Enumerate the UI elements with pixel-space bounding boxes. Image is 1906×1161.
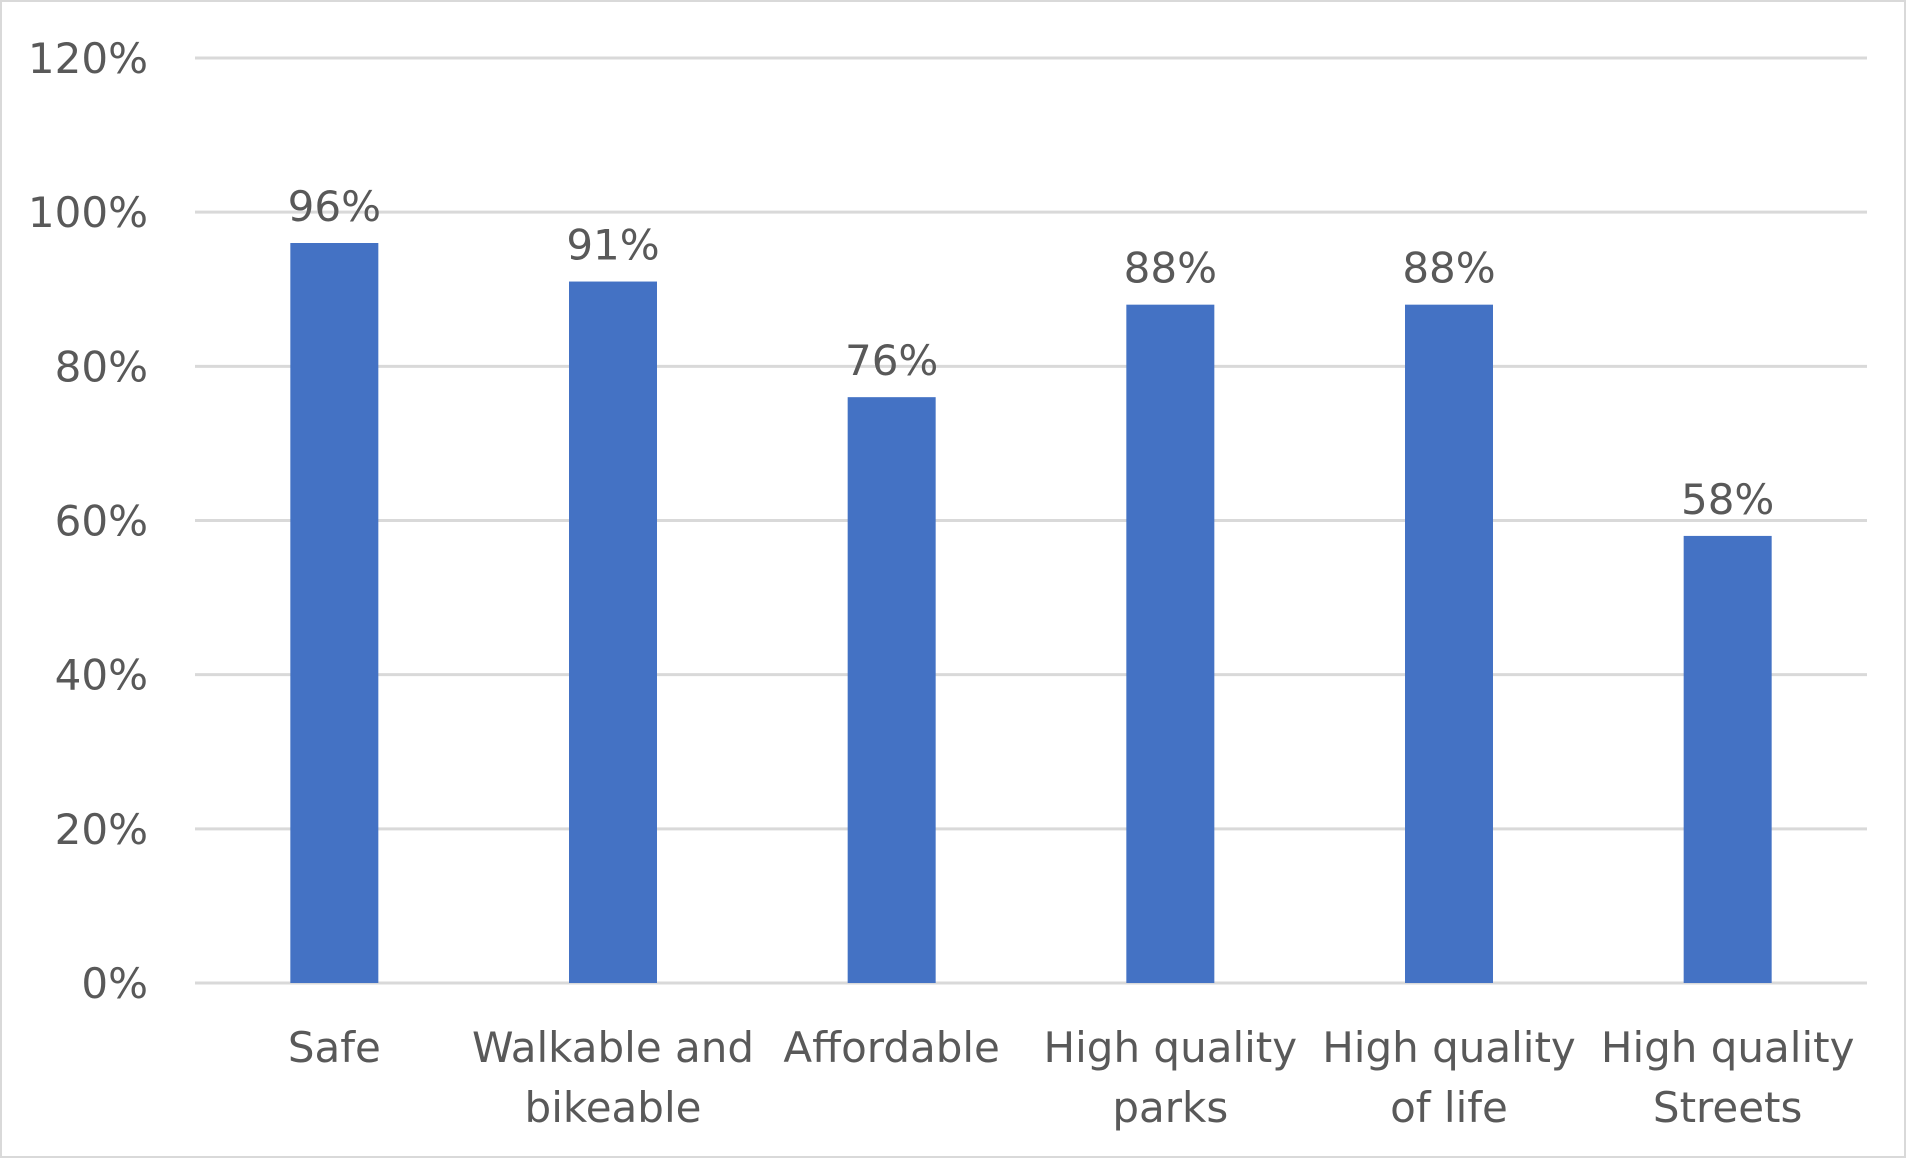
x-category-label-line: High quality <box>1044 1023 1298 1072</box>
x-category-label: Safe <box>288 1023 381 1072</box>
x-category-label-line: of life <box>1390 1083 1508 1132</box>
bar-value-label: 88% <box>1402 244 1495 293</box>
bar-value-label: 91% <box>566 221 659 270</box>
data-labels: 96% 91% 76% 88% 88% 58% <box>288 182 1775 524</box>
y-tick-label: 40% <box>55 651 148 700</box>
x-category-label-line: High quality <box>1322 1023 1576 1072</box>
gridlines <box>195 56 1867 985</box>
bar <box>1126 304 1215 984</box>
x-category-label: High quality of life <box>1322 1023 1576 1132</box>
bar-value-label: 88% <box>1124 244 1217 293</box>
bar-value-label: 58% <box>1681 475 1774 524</box>
bars <box>290 243 1772 984</box>
x-category-label-line: High quality <box>1601 1023 1855 1072</box>
x-category-label-line: Walkable and <box>472 1023 754 1072</box>
y-axis-tick-labels: 0% 20% 40% 60% 80% 100% 120% <box>28 34 148 1008</box>
y-tick-label: 100% <box>28 188 148 237</box>
y-tick-label: 0% <box>81 959 148 1008</box>
x-category-label-line: parks <box>1112 1083 1228 1132</box>
y-tick-label: 120% <box>28 34 148 83</box>
x-category-label: High quality Streets <box>1601 1023 1855 1132</box>
bar <box>1405 304 1493 984</box>
x-category-label: Walkable and bikeable <box>472 1023 754 1132</box>
x-category-label: Affordable <box>783 1023 999 1072</box>
bar <box>569 281 657 984</box>
y-tick-label: 60% <box>55 497 148 546</box>
x-category-label-line: Safe <box>288 1023 381 1072</box>
y-tick-label: 80% <box>55 342 148 391</box>
y-tick-label: 20% <box>55 805 148 854</box>
bar-value-label: 76% <box>845 336 938 385</box>
x-category-label-line: bikeable <box>525 1083 702 1132</box>
bar <box>847 397 936 984</box>
x-axis-category-labels: Safe Walkable and bikeable Affordable High q… <box>288 1023 1855 1132</box>
bar <box>1683 535 1772 983</box>
x-category-label-line: Affordable <box>783 1023 999 1072</box>
bar <box>290 243 379 983</box>
bar-value-label: 96% <box>288 182 381 231</box>
x-category-label: High quality parks <box>1044 1023 1298 1132</box>
x-category-label-line: Streets <box>1653 1083 1803 1132</box>
